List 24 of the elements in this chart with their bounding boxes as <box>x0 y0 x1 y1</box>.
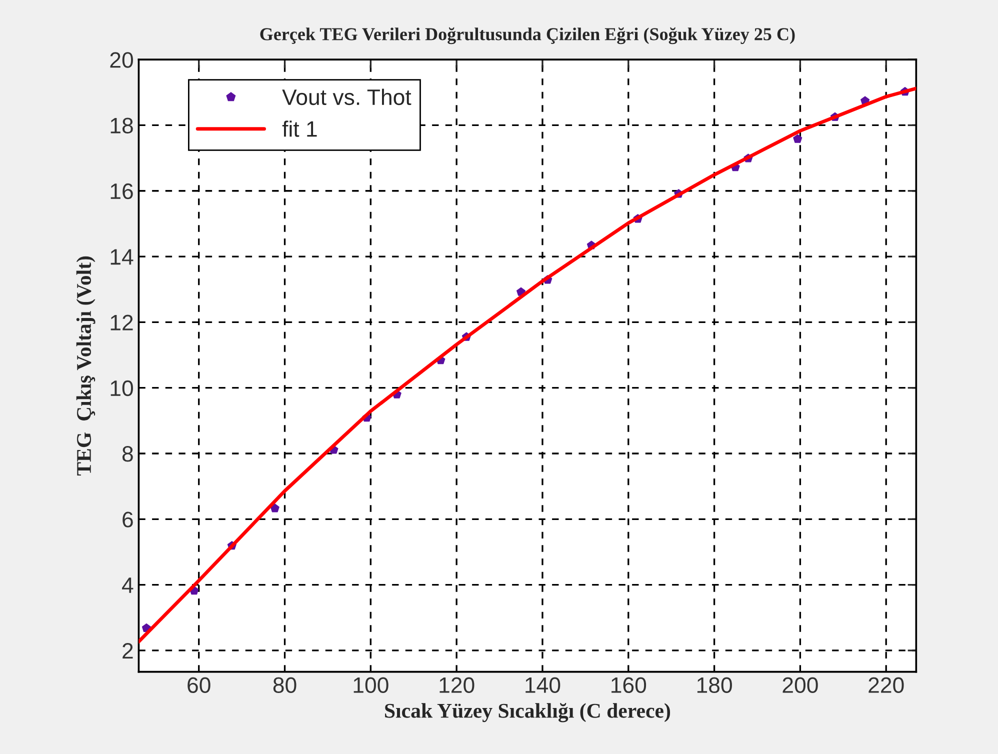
x-tick-label: 100 <box>354 677 388 693</box>
y-tick-label: 18 <box>110 118 133 134</box>
y-tick-label: 4 <box>122 578 134 593</box>
y-tick-label: 16 <box>110 183 133 200</box>
x-tick-label: 160 <box>612 677 646 693</box>
x-tick-label: 120 <box>440 677 474 693</box>
x-axis-title: Sıcak Yüzey Sıcaklığı (C derece) <box>385 702 670 722</box>
y-tick-label: 8 <box>122 446 133 462</box>
y-tick-label: 2 <box>122 643 133 659</box>
chart-title: Gerçek TEG Verileri Doğrultusunda Çizilen Eğri (Soğuk Yüzey 25 C) <box>260 27 795 44</box>
y-tick-label: 10 <box>110 380 133 396</box>
y-tick-label: 14 <box>110 249 134 265</box>
legend-label: fit 1 <box>282 120 317 137</box>
x-tick-label: 60 <box>188 677 210 693</box>
y-tick-label: 12 <box>110 314 133 330</box>
y-tick-label: 6 <box>122 512 133 528</box>
x-tick-label: 220 <box>868 677 904 693</box>
x-tick-label: 80 <box>273 677 296 693</box>
x-tick-label: 200 <box>782 677 818 693</box>
y-tick-label: 20 <box>110 52 133 68</box>
x-tick-label: 140 <box>526 677 560 693</box>
y-axis-title: TEG Çıkış Voltajı (Volt) <box>76 256 96 476</box>
legend-label: Vout vs. Thot <box>282 88 412 106</box>
x-tick-label: 180 <box>697 677 732 693</box>
